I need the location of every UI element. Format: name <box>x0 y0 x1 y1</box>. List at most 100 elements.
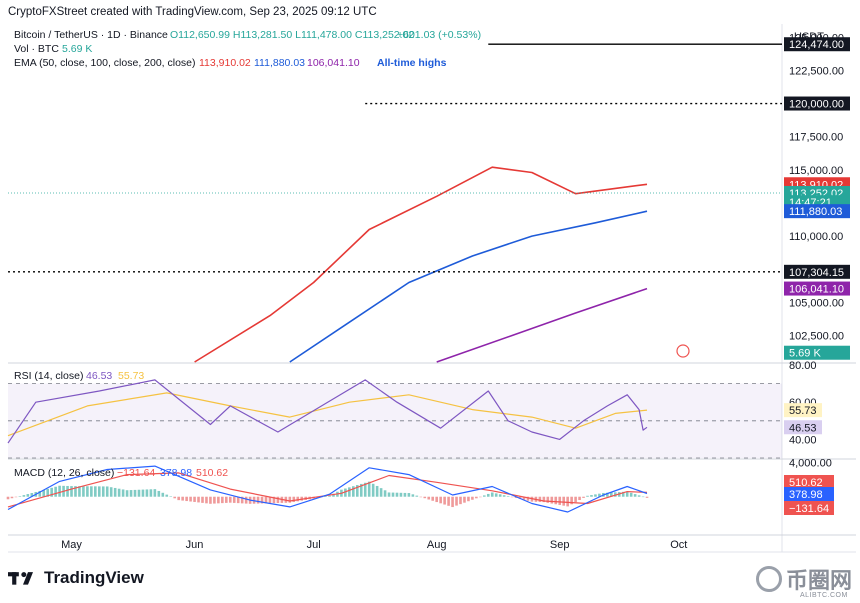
macd-histogram-bar <box>149 489 153 497</box>
rsi-tick-label: 80.00 <box>789 360 817 372</box>
macd-histogram-bar <box>566 496 569 507</box>
price-label-box <box>784 345 850 360</box>
macd-histogram-bar <box>240 496 244 504</box>
ema200-line <box>436 287 648 363</box>
macd-value-box <box>784 501 834 515</box>
ema100-line <box>289 210 648 363</box>
legend-change: +601.03 (+0.53%) <box>397 29 481 41</box>
macd-histogram-bar <box>157 490 161 497</box>
macd-histogram-bar <box>217 496 220 504</box>
macd-histogram-bar <box>153 489 157 497</box>
macd-histogram-bar <box>506 496 510 497</box>
macd-histogram-bar <box>97 486 101 497</box>
macd-histogram-bar <box>332 493 335 497</box>
macd-histogram-bar <box>645 496 649 498</box>
rsi-legend-value: 46.53 <box>86 370 112 382</box>
macd-histogram-bar <box>594 494 597 497</box>
legend-symbol: Bitcoin / TetherUS · 1D · Binance <box>14 29 168 41</box>
macd-histogram-bar <box>494 493 498 497</box>
macd-histogram-bar <box>407 493 411 497</box>
macd-histogram-bar <box>606 492 609 497</box>
macd-histogram-bar <box>558 496 562 505</box>
macd-histogram-bar <box>109 487 113 497</box>
macd-histogram-bar <box>133 489 137 497</box>
tradingview-watermark: TradingView <box>8 568 144 588</box>
macd-histogram-bar <box>256 496 260 504</box>
macd-histogram-bar <box>296 496 300 502</box>
macd-value-box <box>784 475 834 489</box>
tradingview-brand: TradingView <box>44 568 144 587</box>
macd-histogram-bar <box>129 490 133 497</box>
macd-histogram-bar <box>431 496 435 501</box>
alibtc-logo-icon <box>756 566 782 592</box>
macd-histogram-bar <box>375 485 379 497</box>
macd-histogram-bar <box>387 492 391 497</box>
macd-histogram-bar <box>197 496 200 503</box>
macd-histogram-bar <box>26 494 30 497</box>
macd-histogram-bar <box>46 488 49 497</box>
macd-histogram-bar <box>578 496 581 501</box>
macd-histogram-bar <box>94 486 97 497</box>
time-tick-label: Sep <box>550 539 570 551</box>
macd-histogram-bar <box>415 495 419 497</box>
macd-histogram-bar <box>483 495 486 497</box>
rsi-tick-label: 40.00 <box>789 434 817 446</box>
macd-histogram-bar <box>423 496 427 499</box>
rsi-value-box <box>784 420 822 435</box>
macd-histogram-bar <box>352 486 355 497</box>
macd-histogram-bar <box>117 488 121 497</box>
currency-label: USDT <box>794 31 824 43</box>
macd-histogram-bar <box>181 496 184 501</box>
macd-histogram-bar <box>367 481 371 497</box>
macd-histogram-bar <box>427 496 431 500</box>
macd-histogram-bar <box>324 496 327 497</box>
macd-histogram-bar <box>260 496 264 504</box>
macd-histogram-bar <box>542 496 546 503</box>
macd-histogram-bar <box>439 496 442 504</box>
macd-histogram-bar <box>141 489 145 497</box>
macd-histogram-bar <box>185 496 188 502</box>
macd-histogram-bar <box>189 496 192 502</box>
macd-histogram-bar <box>471 496 474 500</box>
macd-histogram-bar <box>165 494 169 497</box>
macd-histogram-bar <box>538 496 542 502</box>
macd-histogram-bar <box>42 489 46 497</box>
macd-histogram-bar <box>18 496 22 497</box>
macd-histogram-bar <box>272 496 276 504</box>
legend-ema-label: EMA (50, close, 100, close, 200, close) <box>14 57 196 69</box>
macd-histogram-bar <box>486 493 490 497</box>
macd-histogram-bar <box>522 496 526 500</box>
macd-histogram-bar <box>629 492 633 497</box>
price-label-box <box>784 37 850 52</box>
alibtc-sub: ALIBTC.COM <box>800 592 848 599</box>
legend-vol-value: 5.69 K <box>62 43 92 55</box>
macd-histogram-bar <box>590 495 593 497</box>
price-tick-label: 110,000.00 <box>789 231 843 243</box>
macd-histogram-bar <box>344 488 347 497</box>
macd-histogram-bar <box>403 492 407 497</box>
macd-histogram-bar <box>570 496 573 505</box>
macd-histogram-bar <box>90 486 93 497</box>
macd-histogram-bar <box>550 496 554 504</box>
time-tick-label: Oct <box>670 539 687 551</box>
macd-histogram-bar <box>201 496 204 503</box>
rsi-value-text: 46.53 <box>789 422 817 434</box>
macd-histogram-bar <box>490 492 494 497</box>
lightning-icon <box>676 344 690 358</box>
macd-histogram-bar <box>328 495 331 497</box>
header-credit: CryptoFXStreet created with TradingView.… <box>8 6 377 18</box>
price-label-text: 120,000.00 <box>789 99 844 111</box>
macd-histogram-bar <box>447 496 450 506</box>
macd-histogram-bar <box>443 496 446 505</box>
macd-histogram-bar <box>419 496 423 498</box>
macd-histogram-bar <box>193 496 196 502</box>
macd-histogram-bar <box>475 496 478 499</box>
macd-line <box>7 465 648 513</box>
macd-histogram-bar <box>276 496 280 504</box>
macd-histogram-bar <box>10 496 14 499</box>
macd-histogram-bar <box>70 486 73 497</box>
macd-histogram-bar <box>86 486 89 497</box>
macd-histogram-bar <box>463 496 466 503</box>
macd-histogram-bar <box>355 485 359 497</box>
macd-histogram-bar <box>459 496 462 505</box>
